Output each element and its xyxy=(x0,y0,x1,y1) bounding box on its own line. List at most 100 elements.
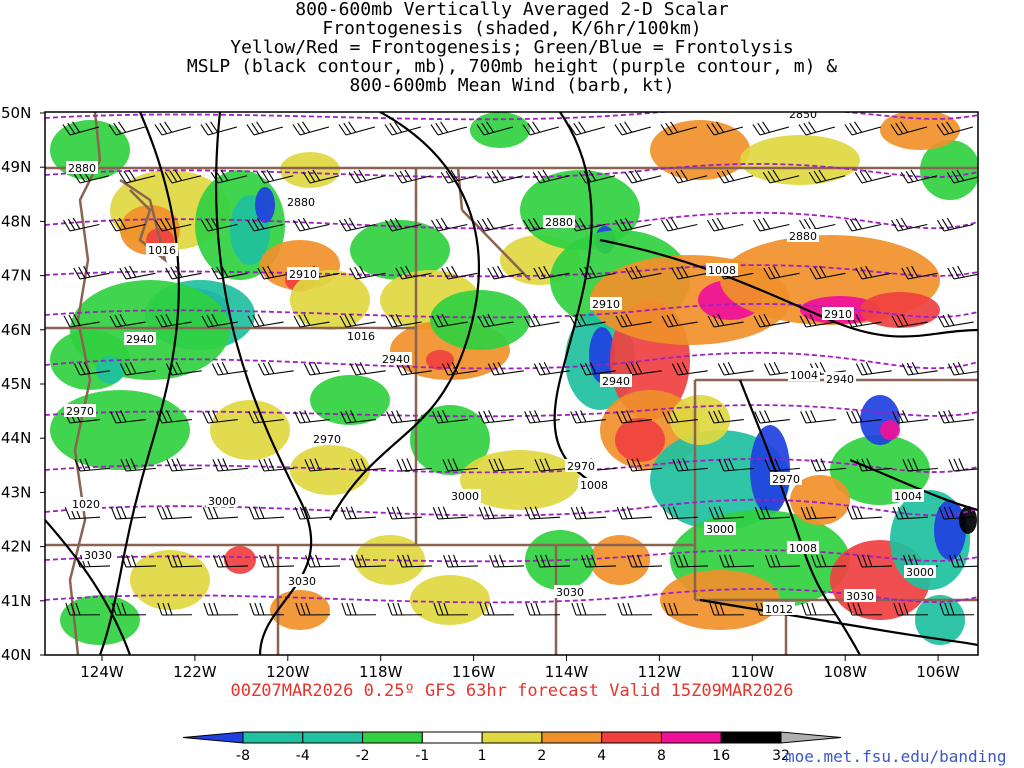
barb-flag xyxy=(671,363,679,376)
wind-barb xyxy=(570,506,606,520)
barb-shaft xyxy=(723,272,754,280)
barb-flag xyxy=(171,458,178,471)
barb-flag xyxy=(479,602,485,616)
barb-flag xyxy=(267,362,275,374)
barb-flag xyxy=(356,554,362,568)
wind-barb xyxy=(397,554,433,568)
wind-barb xyxy=(892,506,928,520)
barb-flag xyxy=(671,313,679,326)
barb-flag xyxy=(84,458,91,471)
wind-barb xyxy=(443,554,479,568)
barb-shaft xyxy=(953,175,978,184)
barb-shaft xyxy=(621,321,652,328)
barb-flag xyxy=(571,602,577,616)
barb-flag xyxy=(397,554,403,568)
barb-flag xyxy=(488,459,495,472)
wind-barb xyxy=(247,217,284,232)
colorbar-label: -2 xyxy=(356,748,370,764)
barb-flag xyxy=(957,362,965,374)
wind-barb xyxy=(119,362,156,376)
wind-barb xyxy=(846,410,882,424)
barb-flag xyxy=(758,314,766,327)
barb-flag xyxy=(629,170,638,183)
barb-flag xyxy=(267,265,275,278)
barb-flag xyxy=(257,313,265,326)
credit-link[interactable]: moe.met.fsu.edu/banding xyxy=(785,747,1007,766)
barb-flag xyxy=(300,602,306,616)
wind-barb xyxy=(800,506,836,520)
barb-flag xyxy=(532,172,541,184)
barb-flag xyxy=(752,124,761,136)
barb-flag xyxy=(948,410,955,423)
barb-flag xyxy=(632,554,638,568)
colorbar-segment xyxy=(421,731,483,744)
mslp-contour xyxy=(329,112,480,521)
barb-flag xyxy=(583,170,592,183)
height-label: 2940 xyxy=(826,373,854,386)
barb-flag xyxy=(864,169,873,181)
barb-flag xyxy=(406,458,413,471)
shade-patch xyxy=(460,450,580,510)
barb-flag xyxy=(354,362,362,375)
wind-barb xyxy=(615,313,652,328)
barb-flag xyxy=(579,363,587,376)
barb-flag xyxy=(544,458,551,471)
colorbar-label: 1 xyxy=(478,748,487,764)
mslp-label: 1008 xyxy=(708,264,736,277)
barb-flag xyxy=(525,602,531,616)
barb-flag xyxy=(161,506,168,519)
barb-flag xyxy=(959,554,965,567)
lon-label: 106W xyxy=(916,663,960,681)
barb-flag xyxy=(677,458,684,471)
barb-flag xyxy=(451,362,459,374)
barb-flag xyxy=(862,554,868,568)
barb-flag xyxy=(635,265,643,278)
barb-flag xyxy=(303,313,311,326)
barb-flag xyxy=(626,506,633,519)
height-label-bg xyxy=(844,589,876,602)
barb-flag xyxy=(775,554,781,567)
wind-barb xyxy=(431,313,468,328)
barb-flag xyxy=(435,122,444,134)
barb-flag xyxy=(155,315,163,328)
barb-flag xyxy=(247,219,255,232)
barb-shaft xyxy=(585,272,616,280)
barb-flag xyxy=(764,410,771,423)
barb-flag xyxy=(79,458,86,471)
barb-flag xyxy=(857,554,863,568)
mslp-contour xyxy=(98,112,180,655)
barb-flag xyxy=(533,313,541,326)
barb-flag xyxy=(808,172,817,184)
height-label-bg xyxy=(787,229,819,242)
barb-flag xyxy=(394,121,403,133)
wind-barb xyxy=(120,458,156,472)
barb-flag xyxy=(902,506,909,519)
wind-barb xyxy=(671,362,708,376)
barb-flag xyxy=(207,506,214,519)
barb-flag xyxy=(707,219,715,232)
barb-flag xyxy=(948,459,955,472)
wind-barb xyxy=(440,169,478,184)
barb-flag xyxy=(891,219,899,232)
barb-flag xyxy=(764,459,771,472)
barb-flag xyxy=(293,219,301,232)
wind-barb xyxy=(855,265,892,280)
barb-flag xyxy=(351,554,357,568)
wind-barb xyxy=(396,458,432,472)
colorbar-label: -4 xyxy=(296,748,310,764)
barb-flag xyxy=(218,554,224,568)
barb-flag xyxy=(222,458,229,471)
barb-flag xyxy=(861,458,868,471)
wind-barb xyxy=(349,362,386,376)
barb-flag xyxy=(447,458,454,471)
barb-flag xyxy=(269,554,275,567)
shade-patch xyxy=(590,535,650,585)
lat-label: 43N xyxy=(1,483,31,501)
wind-barb xyxy=(579,362,616,376)
barb-flag xyxy=(220,169,229,181)
wind-barb xyxy=(249,602,285,616)
barb-flag xyxy=(532,121,541,133)
height-label: 2970 xyxy=(567,460,595,473)
barb-flag xyxy=(844,124,853,136)
barb-flag xyxy=(483,506,490,519)
